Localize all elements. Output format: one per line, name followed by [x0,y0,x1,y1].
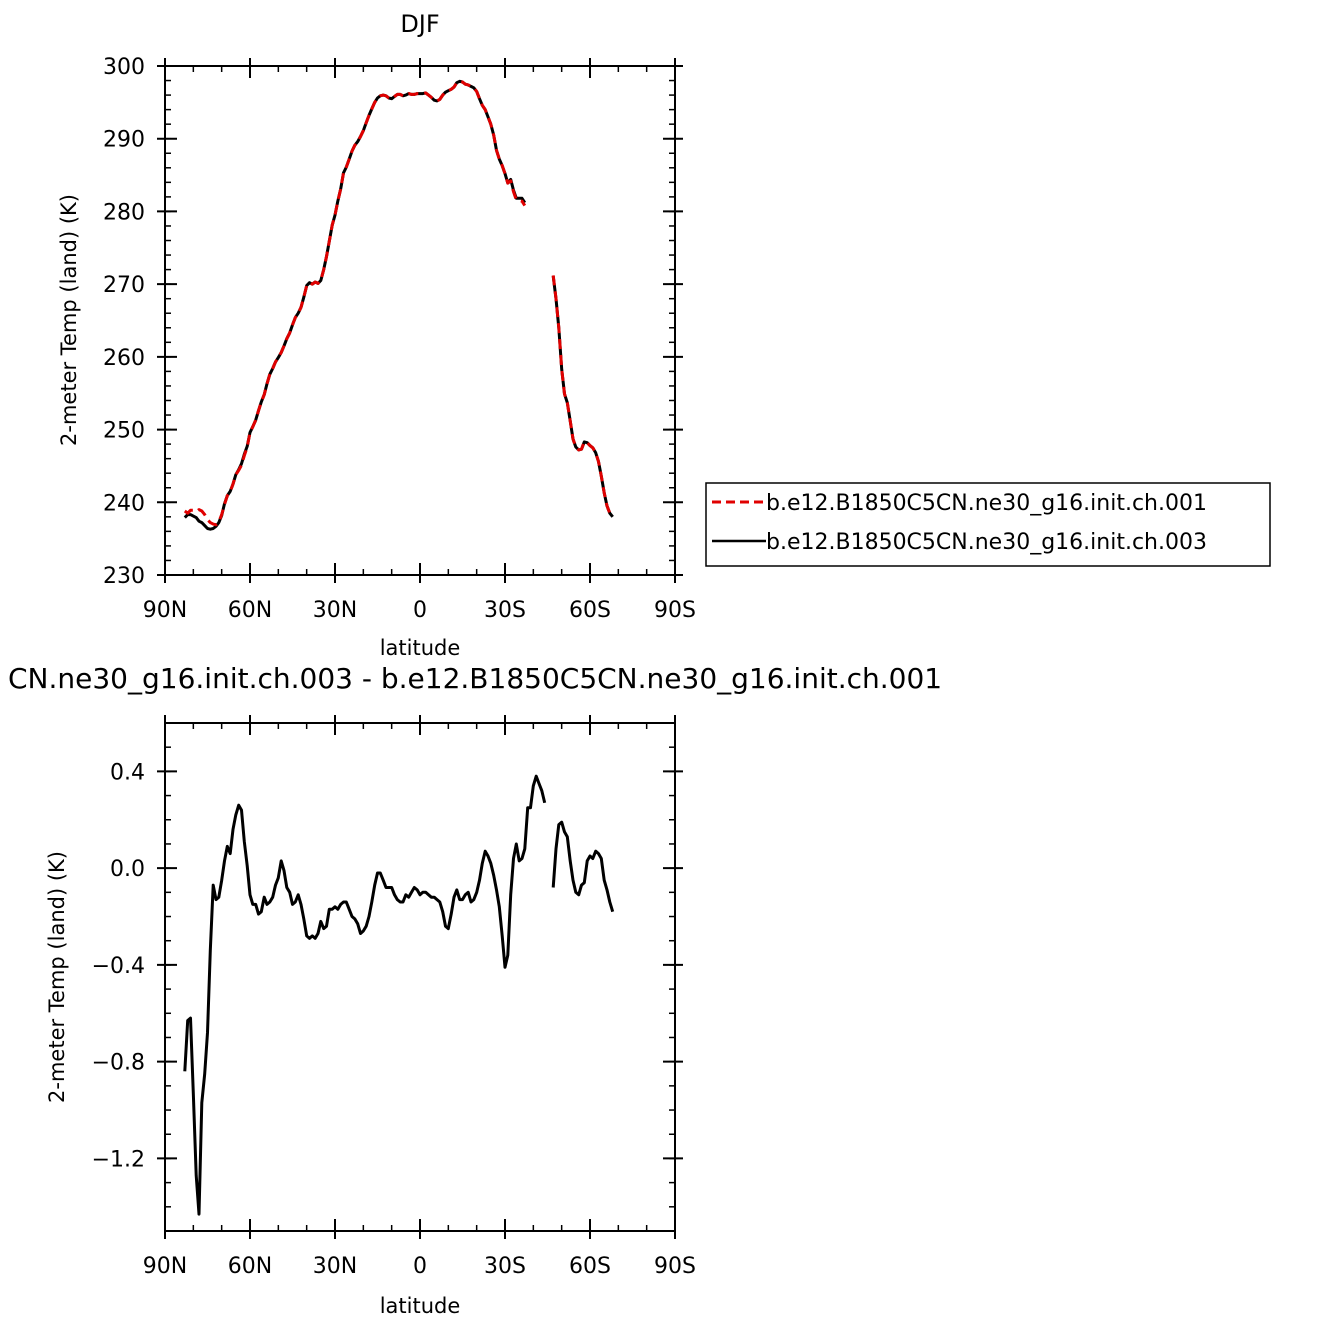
bottom-x-tick-label: 60S [569,1254,611,1279]
top-x-tick-label: 60S [569,598,611,623]
bottom-plot-frame [164,722,676,1232]
bottom-y-axis-label: 2-meter Temp (land) (K) [45,851,69,1103]
bottom-x-axis-label: latitude [380,1294,461,1318]
top-y-tick-label: 300 [103,55,145,80]
legend-label-series-2: b.e12.B1850C5CN.ne30_g16.init.ch.003 [766,530,1207,555]
bottom-x-tick-label: 60N [228,1254,272,1279]
bottom-y-tick-label: −1.2 [92,1147,145,1172]
bottom-x-tick-label: 0 [413,1254,427,1279]
top-x-tick-label: 0 [413,598,427,623]
top-y-tick-label: 260 [103,346,145,371]
top-y-tick-label: 280 [103,200,145,225]
top-y-tick-label: 270 [103,273,145,298]
top-series-2-line [551,275,614,518]
top-chart: DJF 2-meter Temp (land) (K) latitude 90N… [57,10,696,660]
bottom-y-tick-label: −0.8 [92,1051,145,1076]
bottom-y-tick-label: −0.4 [92,954,145,979]
bottom-x-tick-label: 30S [484,1254,526,1279]
bottom-y-tick-label: 0.0 [110,857,145,882]
bottom-x-tick-label: 90S [654,1254,696,1279]
top-x-tick-label: 90S [654,598,696,623]
bottom-series-1-line [183,774,547,1216]
bottom-series-1-line [551,820,615,913]
top-x-tick-label: 60N [228,598,272,623]
top-y-tick-label: 250 [103,419,145,444]
legend-box [705,482,1271,567]
bottom-chart-title: CN.ne30_g16.init.ch.003 - b.e12.B1850C5C… [8,662,942,695]
top-y-tick-label: 290 [103,128,145,153]
top-x-tick-label: 30N [313,598,357,623]
top-plot-frame [164,65,676,576]
bottom-chart: CN.ne30_g16.init.ch.003 - b.e12.B1850C5C… [8,662,942,1318]
top-series-1-line [551,275,614,517]
top-x-tick-label: 30S [484,598,526,623]
top-series-1-line [183,79,527,527]
top-y-tick-label: 230 [103,564,145,589]
bottom-x-tick-label: 30N [313,1254,357,1279]
top-y-axis-label: 2-meter Temp (land) (K) [57,194,81,446]
top-y-tick-label: 240 [103,491,145,516]
bottom-y-tick-label: 0.4 [110,760,145,785]
bottom-x-tick-label: 90N [143,1254,187,1279]
top-x-tick-label: 90N [143,598,187,623]
top-x-axis-label: latitude [380,636,461,660]
top-chart-title: DJF [400,10,439,38]
legend-label-series-1: b.e12.B1850C5CN.ne30_g16.init.ch.001 [766,491,1207,516]
legend: b.e12.B1850C5CN.ne30_g16.init.ch.001 b.e… [705,482,1271,567]
